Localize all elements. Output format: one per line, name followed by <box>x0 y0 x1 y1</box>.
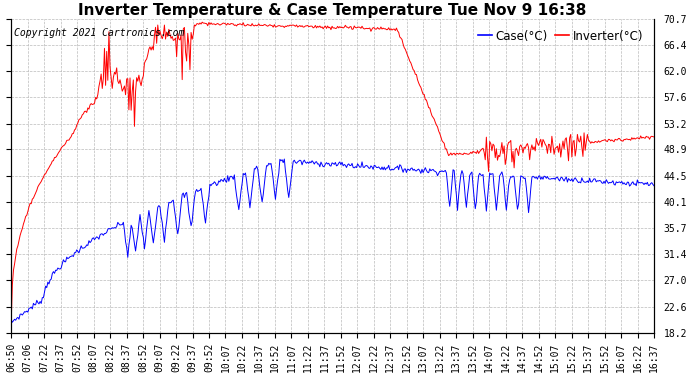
Text: Copyright 2021 Cartronics.com: Copyright 2021 Cartronics.com <box>14 28 185 38</box>
Title: Inverter Temperature & Case Temperature Tue Nov 9 16:38: Inverter Temperature & Case Temperature … <box>79 3 586 18</box>
Legend: Case(°C), Inverter(°C): Case(°C), Inverter(°C) <box>473 25 648 47</box>
